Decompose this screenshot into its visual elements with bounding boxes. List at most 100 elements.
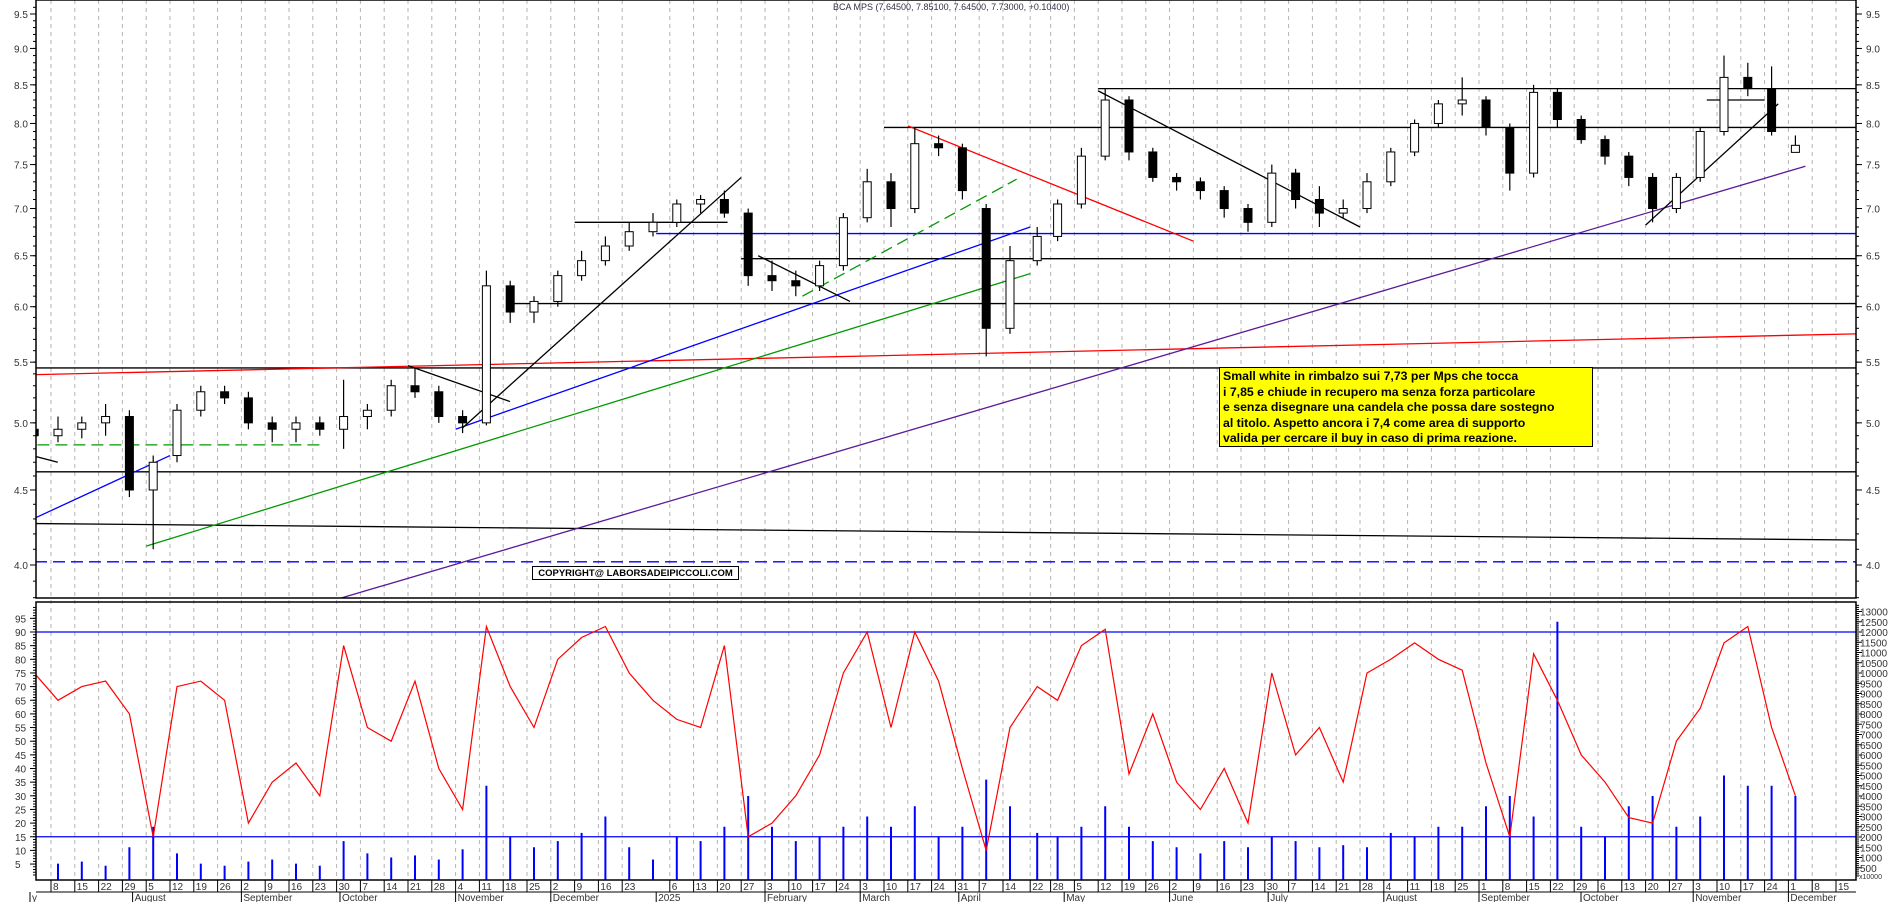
- month-label: July: [1270, 893, 1288, 902]
- note-line: e senza disegnare una candela che possa …: [1223, 400, 1555, 415]
- x-tick-label: 29: [124, 882, 136, 893]
- x-tick-label: 2: [243, 882, 249, 893]
- candle-body: [1243, 208, 1253, 223]
- candle-body: [577, 260, 587, 277]
- candle-body: [1600, 139, 1610, 157]
- x-tick-label: 23: [315, 882, 327, 893]
- volume-label: 1000: [1860, 854, 1883, 865]
- x-tick-label: 19: [196, 882, 208, 893]
- candle-body: [434, 391, 444, 418]
- x-tick-label: 8: [1505, 882, 1511, 893]
- trendline: [907, 125, 1194, 242]
- month-label: April: [961, 893, 981, 902]
- volume-bars: [57, 621, 1797, 880]
- oscillator-label: 35: [15, 778, 27, 789]
- price-label-left: 9.5: [14, 10, 28, 21]
- candle-body: [1267, 172, 1277, 223]
- x-tick-label: 20: [1648, 882, 1660, 893]
- volume-label: 8500: [1860, 700, 1883, 711]
- oscillator: [36, 624, 1856, 851]
- x-tick-label: 2: [1172, 882, 1178, 893]
- volume-label: 12500: [1860, 618, 1888, 629]
- candle-body: [1767, 88, 1777, 132]
- x-tick-label: 6: [1600, 882, 1606, 893]
- price-label-left: 5.0: [14, 419, 28, 430]
- price-label-right: 8.5: [1866, 81, 1880, 92]
- x-tick-label: 16: [600, 882, 612, 893]
- volume-label: 6000: [1860, 751, 1883, 762]
- oscillator-label: 5: [15, 860, 21, 871]
- candle-body: [1505, 126, 1515, 174]
- trendline: [757, 255, 851, 303]
- x-tick-label: 18: [1433, 882, 1445, 893]
- x-tick-label: 30: [339, 882, 351, 893]
- volume-label: 10000: [1860, 669, 1888, 680]
- candle-body: [553, 275, 563, 302]
- oscillator-label: 60: [15, 710, 27, 721]
- candle-body: [767, 275, 777, 282]
- oscillator-label: 50: [15, 737, 27, 748]
- candle-body: [458, 416, 468, 424]
- candle-body: [1624, 155, 1634, 178]
- month-label: August: [135, 893, 166, 902]
- x-tick-label: 28: [1362, 882, 1374, 893]
- x-tick-label: 17: [910, 882, 922, 893]
- x-tick-label: 8: [1814, 882, 1820, 893]
- x-tick-label: 21: [1338, 882, 1350, 893]
- oscillator-label: 10: [15, 846, 27, 857]
- oscillator-label: 45: [15, 751, 27, 762]
- volume-label: 3000: [1860, 813, 1883, 824]
- candle-body: [1576, 118, 1586, 141]
- price-label-right: 4.0: [1866, 561, 1880, 572]
- analysis-note: Small white in rimbalzo sui 7,73 per Mps…: [1219, 367, 1593, 447]
- x-tick-label: 1: [1481, 882, 1487, 893]
- note-line: Small white in rimbalzo sui 7,73 per Mps…: [1223, 369, 1519, 383]
- x-tick-label: 26: [1148, 882, 1160, 893]
- price-label-right: 6.0: [1866, 303, 1880, 314]
- candle-body: [624, 231, 634, 247]
- price-label-right: 9.5: [1866, 10, 1880, 21]
- oscillator-line: [36, 624, 1796, 851]
- price-label-left: 4.0: [14, 561, 28, 572]
- candle-body: [862, 181, 872, 219]
- trendline: [338, 165, 1806, 598]
- x-tick-label: 17: [815, 882, 827, 893]
- month-label: November: [1695, 893, 1742, 902]
- candle-body: [672, 203, 682, 223]
- volume-label: 11000: [1860, 649, 1888, 660]
- x-tick-label: 5: [1076, 882, 1082, 893]
- candle-body: [1100, 99, 1110, 157]
- x-tick-label: 24: [1767, 882, 1779, 893]
- candle-body: [1148, 151, 1158, 178]
- x-tick-label: 1: [1790, 882, 1796, 893]
- x-tick-label: 13: [1624, 882, 1636, 893]
- oscillator-label: 55: [15, 724, 27, 735]
- candles: [36, 55, 1800, 550]
- volume-label: 2000: [1860, 833, 1883, 844]
- candle-body: [315, 422, 325, 430]
- month-label: September: [243, 893, 293, 902]
- x-tick-label: 5: [148, 882, 154, 893]
- candle-body: [1695, 130, 1705, 178]
- x-tick-label: 25: [529, 882, 541, 893]
- note-line: valida per cercare il buy in caso di pri…: [1223, 431, 1517, 446]
- x-tick-label: 31: [957, 882, 969, 893]
- x-tick-label: 28: [1053, 882, 1065, 893]
- candle-body: [196, 391, 206, 411]
- price-label-left: 6.5: [14, 252, 28, 263]
- x-tick-label: 9: [577, 882, 583, 893]
- volume-label: 9000: [1860, 690, 1883, 701]
- x-tick-label: 15: [1529, 882, 1541, 893]
- candle-body: [410, 385, 420, 393]
- candle-body: [1529, 91, 1539, 174]
- x-tick-label: 14: [386, 882, 398, 893]
- month-label: June: [1172, 893, 1194, 902]
- indicator-panel-border: [35, 601, 1857, 881]
- price-label-left: 4.5: [14, 486, 28, 497]
- candle-body: [1005, 260, 1015, 329]
- volume-label: 12000: [1860, 628, 1888, 639]
- candle-body: [719, 198, 729, 214]
- candle-body: [815, 265, 825, 287]
- candle-body: [172, 409, 182, 457]
- candle-body: [696, 198, 706, 205]
